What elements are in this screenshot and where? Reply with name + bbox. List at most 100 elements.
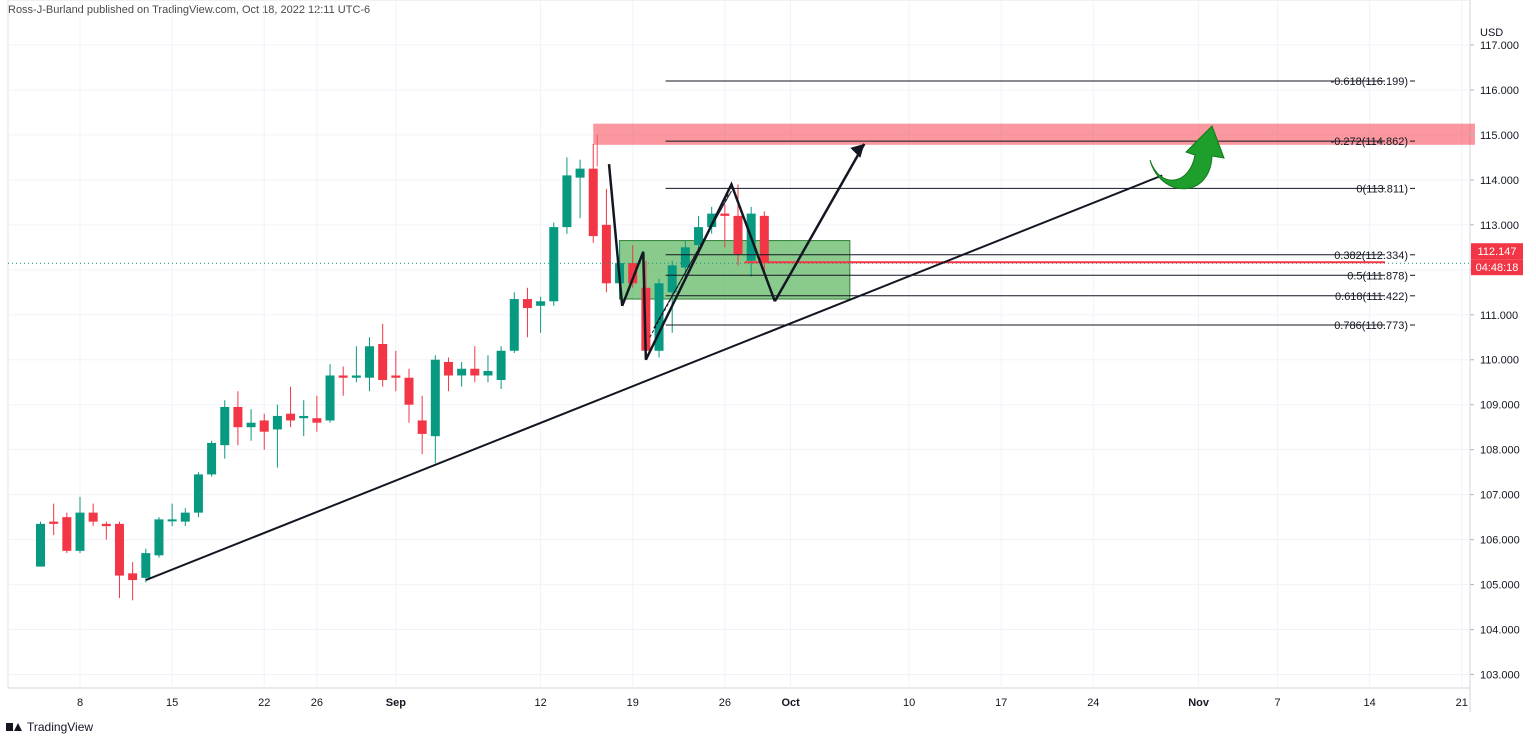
x-tick-label: 15 — [166, 697, 178, 709]
candle-down — [470, 368, 480, 376]
candle-up — [167, 519, 177, 522]
candle-down — [62, 517, 72, 551]
x-tick-label: 22 — [258, 697, 270, 709]
candle-down — [588, 168, 598, 237]
candle-up — [549, 227, 559, 302]
y-tick-label: 114.000 — [1480, 175, 1519, 187]
drawing-annotations — [8, 125, 1470, 582]
candle-down — [759, 215, 769, 264]
candle-up — [365, 346, 375, 378]
y-tick-label: 116.000 — [1480, 85, 1519, 97]
candle-up — [694, 227, 704, 246]
candle-down — [88, 512, 98, 522]
candle-down — [378, 344, 388, 380]
candle-down — [233, 406, 243, 428]
publisher-caption: Ross-J-Burland published on TradingView.… — [8, 4, 371, 16]
y-tick-label: 108.000 — [1480, 445, 1520, 457]
chart-grid — [7, 0, 1471, 712]
x-tick-label: 14 — [1364, 697, 1376, 709]
brand-label: TradingView — [27, 720, 94, 734]
price-value: 112.147 — [1478, 246, 1517, 258]
x-tick-label: 26 — [719, 697, 731, 709]
candle-down — [338, 375, 348, 378]
candle-down — [312, 418, 322, 423]
y-tick-label: 107.000 — [1480, 490, 1520, 502]
candle-up — [654, 283, 664, 351]
x-tick-label: Oct — [781, 697, 800, 709]
fib-label: 0.5(111.878) — [1347, 270, 1408, 282]
time-axis: 8 15 22 26 Sep 12 19 26 Oct 10 17 24 Nov 7 14 21 — [77, 697, 1468, 709]
countdown-badge — [1471, 259, 1523, 276]
fib-label: 0(113.811) — [1356, 183, 1408, 195]
fib-label: -0.618(116.199) — [1331, 76, 1408, 88]
candle-up — [707, 213, 717, 228]
highlight-zones — [593, 123, 1475, 300]
x-tick-label: 12 — [534, 697, 546, 709]
candle-down — [101, 523, 111, 527]
candle-up — [75, 512, 85, 551]
candle-up — [575, 168, 585, 178]
countdown-value: 04:48:18 — [1476, 262, 1519, 274]
candle-down — [628, 263, 638, 284]
x-tick-label: Sep — [386, 697, 406, 709]
y-tick-label: 110.000 — [1480, 355, 1519, 367]
candle-up — [483, 370, 493, 376]
candle-down — [522, 299, 532, 309]
y-tick-label: 103.000 — [1480, 670, 1520, 682]
candle-down — [259, 420, 269, 432]
x-tick-label: 10 — [903, 697, 915, 709]
candle-up — [562, 175, 572, 228]
fib-label: 0.618(111.422) — [1335, 291, 1408, 303]
y-tick-label: 104.000 — [1480, 625, 1520, 637]
price-badge — [1471, 243, 1523, 260]
rising-trendline — [145, 174, 1163, 582]
candle-up — [430, 359, 440, 437]
arrow-head-icon — [850, 143, 865, 158]
candle-up — [299, 415, 309, 419]
candle-up — [246, 422, 256, 428]
fibonacci-levels: -0.618(116.199) -0.272(114.862) 0(113.811)… — [665, 76, 1415, 332]
x-tick-label: 8 — [77, 697, 83, 709]
candle-down — [404, 377, 414, 405]
candle-down — [49, 521, 59, 524]
green-curved-arrow-icon — [1149, 125, 1225, 190]
x-tick-label: 26 — [311, 697, 323, 709]
candle-up — [496, 350, 506, 380]
candle-down — [286, 413, 296, 421]
candle-up — [36, 523, 46, 567]
candle-down — [114, 523, 124, 576]
candlestick-series — [36, 143, 769, 601]
fib-label: 0.382(112.334) — [1334, 250, 1408, 262]
x-tick-label: 7 — [1274, 697, 1280, 709]
y-tick-label: 106.000 — [1480, 535, 1520, 547]
candle-down — [733, 215, 743, 255]
candle-down — [417, 420, 427, 434]
y-tick-label: 105.000 — [1480, 580, 1520, 592]
footer-brand[interactable]: TradingView — [6, 720, 93, 734]
candle-up — [680, 247, 690, 268]
x-tick-label: 24 — [1087, 697, 1099, 709]
y-tick-label: 111.000 — [1480, 310, 1518, 322]
candle-down — [128, 573, 138, 581]
candle-up — [272, 415, 282, 430]
candle-up — [457, 368, 467, 376]
candle-up — [351, 375, 361, 378]
x-tick-label: 21 — [1456, 697, 1468, 709]
candle-up — [536, 301, 546, 306]
candle-up — [220, 406, 230, 446]
candle-up — [325, 375, 335, 421]
candle-up — [141, 553, 151, 578]
candle-up — [667, 265, 677, 293]
candle-down — [443, 361, 453, 376]
channel-line — [653, 190, 732, 329]
candle-up — [180, 512, 190, 522]
candle-up — [207, 442, 217, 475]
resistance-zone — [593, 123, 1475, 145]
zigzag-projection — [607, 164, 777, 361]
y-tick-label: 117.000 — [1480, 40, 1519, 52]
candle-down — [391, 375, 401, 378]
fib-label: -0.272(114.862) — [1331, 136, 1408, 148]
y-tick-label: 113.000 — [1480, 220, 1519, 232]
